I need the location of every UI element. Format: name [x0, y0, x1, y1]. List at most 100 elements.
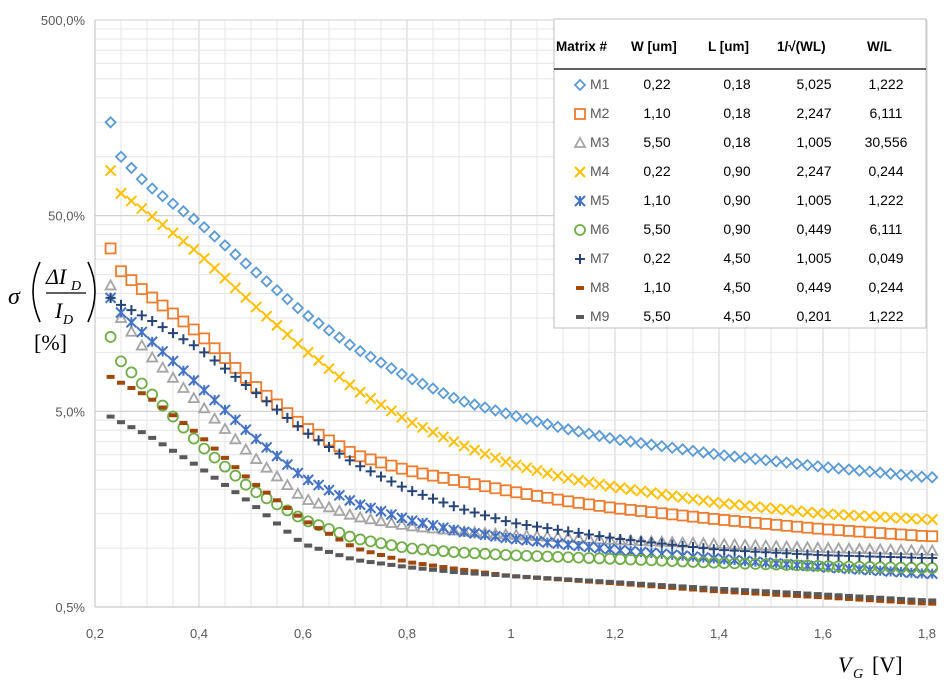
data-point-m7 [147, 316, 158, 327]
data-point-m3 [301, 493, 315, 505]
data-point-m5 [167, 355, 179, 367]
data-point-m9 [200, 468, 209, 473]
data-point-m4 [791, 505, 803, 517]
data-point-m6 [156, 399, 169, 412]
data-point-m4 [604, 480, 616, 492]
data-point-m4 [583, 476, 595, 488]
x-tick-labels: 0,2 0,4 0,6 0,8 1 1,2 1,4 1,6 1,8 [86, 626, 936, 641]
data-point-m3 [124, 324, 138, 337]
data-point-m9 [730, 587, 739, 592]
data-point-m5 [385, 508, 398, 521]
data-point-m5 [500, 532, 512, 544]
data-point-m4 [396, 411, 408, 423]
data-point-m7 [719, 545, 730, 556]
data-point-m7 [698, 543, 709, 554]
data-point-m8 [262, 490, 271, 495]
data-point-m8 [283, 505, 292, 510]
data-point-m8 [449, 566, 458, 571]
data-point-m9 [897, 596, 905, 601]
data-point-m5 [271, 450, 283, 462]
data-point-m2 [104, 242, 117, 255]
data-point-m8 [772, 592, 781, 597]
data-point-m7 [105, 292, 116, 303]
legend-wl: 6,111 [870, 221, 903, 237]
data-point-m7 [209, 355, 220, 366]
data-point-m1 [676, 443, 689, 456]
x-tick-label: 0,8 [398, 626, 416, 641]
legend-inv: 5,025 [796, 76, 831, 92]
data-point-m9 [637, 581, 645, 586]
data-point-m8 [917, 601, 926, 606]
y-label-numerator: ΔI [45, 264, 68, 289]
data-point-m9 [179, 455, 188, 460]
data-point-m8 [429, 563, 437, 568]
data-point-m4 [739, 499, 751, 512]
data-point-m4 [645, 486, 658, 499]
data-point-m1 [894, 468, 908, 481]
data-point-m5 [572, 540, 585, 552]
legend-inv: 2,247 [796, 105, 831, 121]
data-point-m9 [221, 482, 229, 487]
data-point-m9 [210, 475, 219, 480]
data-point-m7 [532, 521, 542, 532]
data-point-m6 [115, 355, 127, 368]
data-point-m7 [386, 476, 397, 487]
data-point-m9 [668, 583, 677, 588]
legend-inv: 1,005 [796, 192, 831, 208]
legend-l: 0,18 [723, 105, 750, 121]
data-point-m2 [146, 291, 159, 304]
data-point-m5 [364, 502, 377, 514]
data-point-m1 [166, 197, 180, 210]
data-point-m9 [481, 572, 489, 577]
data-point-m8 [793, 593, 801, 598]
data-point-m6 [104, 331, 117, 343]
data-point-m5 [884, 565, 897, 578]
data-point-m8 [377, 553, 385, 558]
data-point-m4 [864, 510, 876, 522]
legend-inv: 0,201 [796, 308, 831, 324]
data-point-m8 [241, 474, 250, 479]
data-point-m7 [407, 486, 418, 497]
data-point-m1 [270, 283, 284, 297]
data-point-m8 [761, 592, 770, 597]
data-point-m1 [457, 395, 471, 408]
data-point-m7 [459, 504, 470, 515]
data-point-m7 [324, 441, 334, 452]
data-point-m1 [135, 172, 149, 186]
x-tick-label: 0,6 [294, 626, 312, 641]
data-point-m4 [406, 416, 418, 429]
data-point-m9 [751, 588, 760, 593]
data-point-m9 [512, 574, 521, 579]
data-point-m4 [354, 386, 366, 398]
legend-l: 4,50 [723, 308, 750, 324]
legend-l: 0,90 [723, 221, 750, 237]
data-point-m5 [604, 543, 616, 555]
x-axis-label: V G [V] [838, 652, 903, 682]
legend-name: M8 [590, 279, 610, 295]
data-point-m4 [687, 493, 699, 505]
data-point-m5 [302, 474, 314, 486]
data-point-m2 [135, 283, 148, 295]
data-point-m3 [280, 478, 294, 491]
data-point-m8 [418, 562, 427, 567]
data-point-m7 [760, 547, 771, 558]
data-point-m7 [750, 546, 761, 557]
data-point-m7 [771, 547, 782, 558]
legend-marker-m9 [576, 315, 584, 319]
data-point-m8 [668, 585, 677, 590]
data-point-m9 [865, 595, 874, 600]
data-point-m4 [843, 509, 855, 521]
data-point-m3 [395, 518, 409, 530]
x-label-sub: G [853, 667, 863, 682]
data-point-m9 [169, 448, 177, 453]
data-point-m8 [169, 413, 177, 418]
data-point-m3 [364, 512, 378, 525]
data-point-m4 [760, 502, 772, 514]
data-point-m1 [790, 457, 804, 471]
data-point-m1 [291, 301, 305, 315]
data-point-m7 [500, 516, 511, 527]
series-m7 [105, 292, 938, 564]
data-point-m7 [802, 549, 813, 560]
data-point-m3 [114, 311, 128, 323]
data-point-m7 [906, 552, 917, 563]
